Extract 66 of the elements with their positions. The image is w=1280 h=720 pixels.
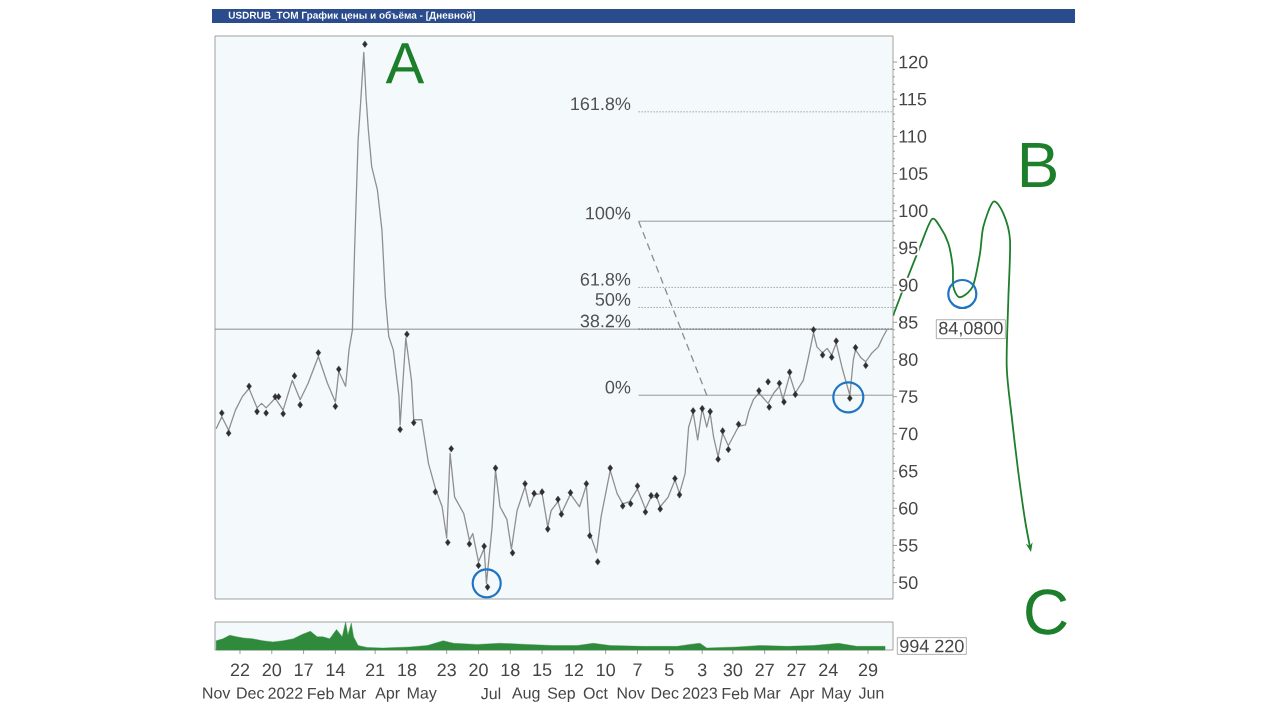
x-tick-label: 27 xyxy=(787,663,806,677)
y-tick-label: 105 xyxy=(899,167,928,180)
y-tick-label: 115 xyxy=(899,92,927,106)
x2-tick-label: Dec xyxy=(237,687,265,699)
x2-tick-label: 2023 xyxy=(682,687,718,699)
x-tick-label: 12 xyxy=(565,663,583,677)
x-tick-label: 20 xyxy=(262,663,282,677)
y-tick-label: 85 xyxy=(898,315,918,329)
x2-tick-label: Apr xyxy=(789,687,815,702)
x-tick-label: 3 xyxy=(697,663,707,677)
x2-tick-label: Jun xyxy=(858,687,884,699)
x2-tick-label: Oct xyxy=(583,687,608,699)
x2-tick-label: Feb xyxy=(722,687,749,700)
x2-tick-label: Nov xyxy=(617,687,645,699)
y-tick-label: 75 xyxy=(899,390,918,403)
annotation: A xyxy=(385,43,425,84)
x-tick-label: 29 xyxy=(858,663,878,677)
annotation: 61.8% xyxy=(580,272,631,286)
y-tick-label: 100 xyxy=(899,204,928,218)
y-tick-label: 65 xyxy=(899,464,918,478)
y-tick-label: 60 xyxy=(899,501,918,515)
annotation: 161.8% xyxy=(571,97,631,111)
y-tick-label: 50 xyxy=(898,576,918,589)
x2-tick-label: Aug xyxy=(511,687,540,702)
x-tick-label: 17 xyxy=(294,663,313,676)
x2-tick-label: Jul xyxy=(481,687,501,700)
x-tick-label: 23 xyxy=(437,663,456,677)
x2-tick-label: May xyxy=(822,687,852,702)
x-tick-label: 10 xyxy=(597,663,615,677)
x-tick-label: 18 xyxy=(398,663,417,677)
text: 994 220 xyxy=(900,639,964,653)
x-tick-label: 27 xyxy=(755,663,774,677)
x-tick-label: 5 xyxy=(664,663,674,677)
text: B xyxy=(1021,142,1056,188)
ref-line-label: 84,0800 xyxy=(939,321,1003,337)
x-tick-label: 30 xyxy=(723,663,743,677)
y-tick-label: 110 xyxy=(899,130,927,143)
annotation: 38.2% xyxy=(580,314,631,328)
text: C xyxy=(1026,589,1067,635)
x-tick-label: 22 xyxy=(230,663,250,677)
chart-title: USDRUB_TOM График цены и объёма - [Дневной] xyxy=(228,11,475,21)
y-tick-label: 120 xyxy=(899,55,928,69)
annotation: 100% xyxy=(586,206,631,220)
x2-tick-label: Apr xyxy=(375,687,400,702)
x2-tick-label: Feb xyxy=(308,687,334,700)
x-tick-label: 21 xyxy=(366,663,385,677)
y-tick-label: 95 xyxy=(899,241,918,255)
x2-tick-label: Mar xyxy=(754,687,781,699)
y-tick-label: 80 xyxy=(898,353,918,366)
x2-tick-label: Dec xyxy=(651,687,679,699)
annotation: 50% xyxy=(595,293,631,306)
x2-tick-label: Mar xyxy=(339,687,366,699)
x-tick-label: 24 xyxy=(819,663,838,677)
x2-tick-label: 2022 xyxy=(268,687,303,699)
x-tick-label: 15 xyxy=(533,663,552,677)
x2-tick-label: May xyxy=(407,687,437,702)
x-tick-label: 7 xyxy=(633,663,642,676)
x2-tick-label: Nov xyxy=(203,687,231,699)
y-tick-label: 70 xyxy=(899,427,918,441)
x2-tick-label: Sep xyxy=(547,687,575,703)
y-tick-label: 90 xyxy=(899,278,918,292)
x-tick-label: 20 xyxy=(469,663,488,677)
annotation: 0% xyxy=(605,380,631,394)
x-tick-label: 14 xyxy=(326,663,345,676)
y-tick-label: 55 xyxy=(898,539,918,552)
x-tick-label: 18 xyxy=(501,663,520,677)
